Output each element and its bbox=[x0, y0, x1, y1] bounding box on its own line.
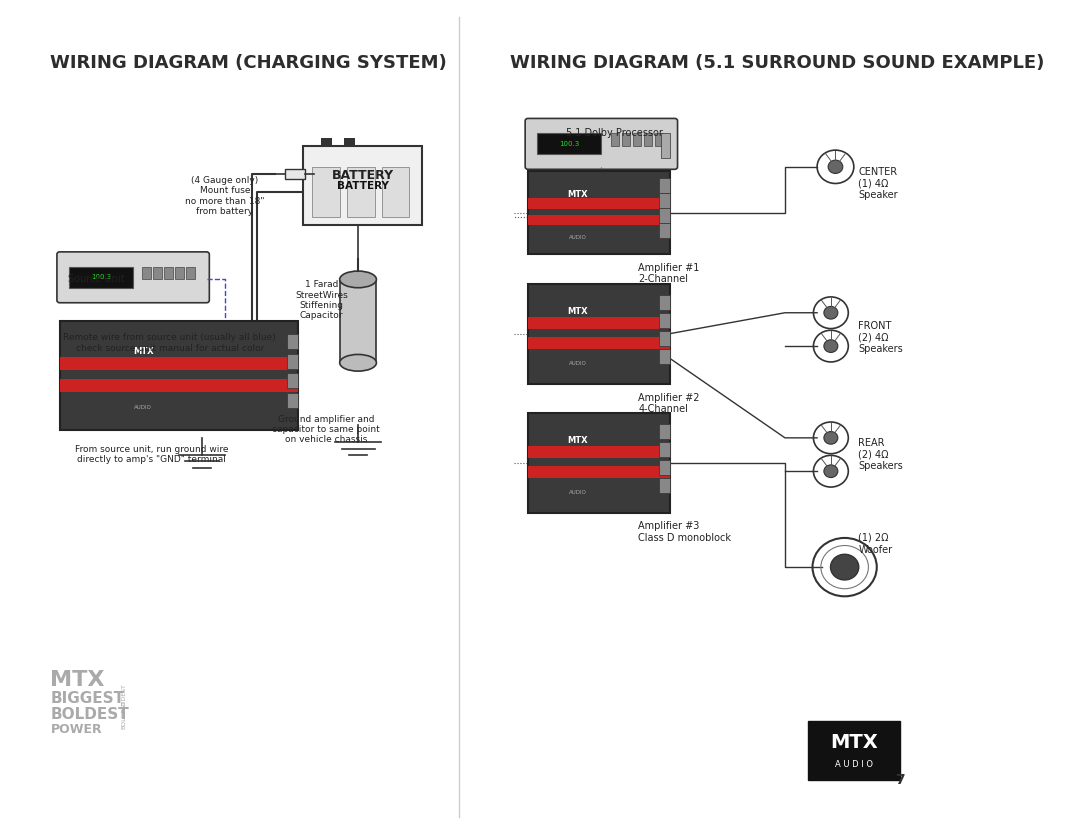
Text: A U D I O: A U D I O bbox=[835, 761, 873, 769]
Text: Remote wire from source unit (usually all blue): Remote wire from source unit (usually al… bbox=[64, 334, 276, 342]
Bar bbox=[659, 349, 671, 364]
FancyBboxPatch shape bbox=[525, 118, 677, 169]
Bar bbox=[537, 133, 602, 154]
Text: CENTER
(1) 4Ω
Speaker: CENTER (1) 4Ω Speaker bbox=[859, 167, 899, 200]
Bar bbox=[69, 267, 133, 288]
Bar bbox=[287, 354, 298, 369]
Text: MTX: MTX bbox=[567, 436, 588, 445]
Ellipse shape bbox=[340, 354, 377, 371]
Text: 5.1 Dolby Processor: 5.1 Dolby Processor bbox=[567, 128, 663, 138]
Circle shape bbox=[824, 339, 838, 353]
Text: MTX: MTX bbox=[567, 307, 588, 316]
Text: MTX: MTX bbox=[567, 190, 588, 198]
Bar bbox=[654, 133, 663, 146]
Bar bbox=[528, 317, 671, 329]
Bar bbox=[528, 413, 671, 513]
Text: WIRING DIAGRAM (5.1 SURROUND SOUND EXAMPLE): WIRING DIAGRAM (5.1 SURROUND SOUND EXAMP… bbox=[510, 53, 1044, 72]
Bar bbox=[164, 267, 173, 279]
Text: 100.3: 100.3 bbox=[91, 274, 111, 280]
Text: REAR
(2) 4Ω
Speakers: REAR (2) 4Ω Speakers bbox=[859, 438, 903, 471]
Circle shape bbox=[824, 306, 838, 319]
Bar bbox=[287, 374, 298, 389]
Text: BATTERY: BATTERY bbox=[332, 168, 394, 182]
Text: Amplifier #2
4-Channel: Amplifier #2 4-Channel bbox=[638, 393, 700, 414]
Text: 7: 7 bbox=[894, 773, 904, 786]
Bar bbox=[322, 138, 333, 146]
Bar bbox=[633, 133, 640, 146]
Bar bbox=[59, 357, 298, 370]
Bar bbox=[382, 167, 409, 217]
Bar bbox=[659, 442, 671, 457]
Bar bbox=[659, 208, 671, 223]
Text: check source unit manual for actual color: check source unit manual for actual colo… bbox=[76, 344, 264, 353]
Text: MTX: MTX bbox=[133, 347, 153, 356]
Text: AUDIO: AUDIO bbox=[134, 405, 152, 410]
Bar bbox=[312, 167, 340, 217]
Text: BATTERY: BATTERY bbox=[337, 181, 389, 190]
Text: FRONT
(2) 4Ω
Speakers: FRONT (2) 4Ω Speakers bbox=[859, 321, 903, 354]
Bar bbox=[644, 133, 652, 146]
Bar bbox=[59, 379, 298, 392]
Text: AUDIO: AUDIO bbox=[569, 235, 586, 240]
Ellipse shape bbox=[340, 271, 377, 288]
Bar bbox=[659, 330, 671, 345]
Bar bbox=[659, 313, 671, 328]
Circle shape bbox=[824, 465, 838, 478]
Bar bbox=[59, 321, 298, 430]
Bar bbox=[659, 478, 671, 493]
Bar bbox=[659, 294, 671, 309]
Bar bbox=[175, 267, 184, 279]
Bar bbox=[285, 169, 305, 179]
Text: BIGGEST: BIGGEST bbox=[51, 691, 124, 706]
Circle shape bbox=[824, 431, 838, 445]
Text: Ground amplifier and
capacitor to same point
on vehicle chassis: Ground amplifier and capacitor to same p… bbox=[272, 414, 380, 445]
Bar bbox=[659, 178, 671, 193]
Bar bbox=[659, 223, 671, 238]
Text: AUDIO: AUDIO bbox=[569, 361, 586, 366]
Text: 100.3: 100.3 bbox=[559, 141, 579, 147]
Bar bbox=[345, 138, 355, 146]
Text: (1) 2Ω
Woofer: (1) 2Ω Woofer bbox=[859, 533, 892, 555]
Bar bbox=[528, 466, 671, 478]
Bar bbox=[303, 146, 422, 225]
Circle shape bbox=[831, 555, 859, 580]
Bar bbox=[287, 393, 298, 408]
Bar bbox=[808, 721, 900, 780]
Bar bbox=[528, 171, 671, 254]
Text: Amplifier #3
Class D monoblock: Amplifier #3 Class D monoblock bbox=[638, 521, 731, 543]
FancyBboxPatch shape bbox=[57, 252, 210, 303]
Bar bbox=[661, 133, 671, 158]
Text: POWER: POWER bbox=[51, 723, 103, 736]
Bar bbox=[528, 284, 671, 384]
Text: AUDIO: AUDIO bbox=[569, 490, 586, 495]
Bar bbox=[659, 424, 671, 439]
Text: BOLDEST: BOLDEST bbox=[51, 707, 130, 722]
Text: MTX: MTX bbox=[51, 670, 105, 690]
Text: MTX: MTX bbox=[829, 733, 878, 751]
Bar bbox=[187, 267, 194, 279]
Text: BOLDEST: BOLDEST bbox=[121, 701, 126, 729]
Text: Amplifier #1
2-Channel: Amplifier #1 2-Channel bbox=[638, 263, 700, 284]
Text: Source Unit: Source Unit bbox=[68, 274, 124, 284]
Bar bbox=[659, 193, 671, 208]
Text: (4 Gauge only)
Mount fuse
no more than 18"
from battery: (4 Gauge only) Mount fuse no more than 1… bbox=[185, 176, 265, 216]
Bar bbox=[287, 334, 298, 349]
Text: WIRING DIAGRAM (CHARGING SYSTEM): WIRING DIAGRAM (CHARGING SYSTEM) bbox=[51, 53, 447, 72]
Bar bbox=[659, 460, 671, 475]
Bar bbox=[347, 167, 375, 217]
Bar bbox=[528, 446, 671, 458]
Bar bbox=[340, 279, 377, 363]
Text: From source unit, run ground wire
directly to amp's "GND" terminal: From source unit, run ground wire direct… bbox=[75, 445, 228, 465]
Text: 1 Farad
StreetWires
Stiffening
Capacitor: 1 Farad StreetWires Stiffening Capacitor bbox=[295, 280, 348, 320]
Bar bbox=[528, 198, 671, 208]
Text: BADDEST: BADDEST bbox=[121, 683, 126, 713]
Bar bbox=[622, 133, 630, 146]
Bar bbox=[153, 267, 162, 279]
Bar bbox=[528, 337, 671, 349]
Bar bbox=[528, 215, 671, 225]
Bar bbox=[143, 267, 150, 279]
Circle shape bbox=[828, 160, 842, 173]
Bar bbox=[610, 133, 619, 146]
